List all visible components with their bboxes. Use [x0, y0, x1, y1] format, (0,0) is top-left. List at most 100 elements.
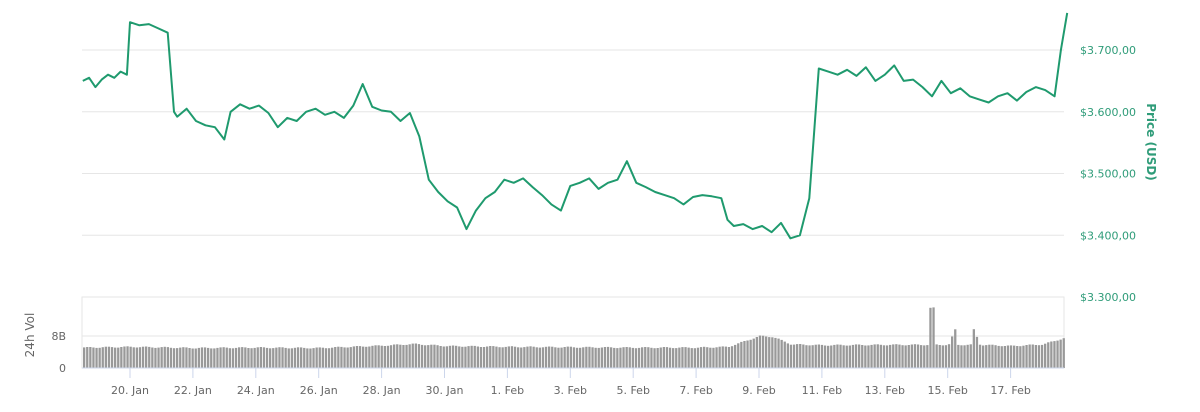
volume-bar: [467, 346, 470, 368]
volume-bar: [696, 347, 700, 368]
price-line[interactable]: [82, 12, 1069, 240]
volume-bar: [455, 345, 458, 368]
volume-bar: [535, 347, 538, 368]
x-tick-label: 30. Jan: [426, 384, 464, 397]
volume-bar: [250, 348, 253, 368]
price-tick-label: $3.400,00: [1080, 229, 1136, 242]
volume-bar: [383, 346, 386, 368]
volume-bar: [858, 344, 861, 368]
volume-bar: [169, 347, 173, 368]
volume-bar: [526, 346, 529, 368]
volume-bar: [377, 345, 380, 368]
volume-bars[interactable]: [83, 307, 1065, 368]
x-tick-label: 3. Feb: [554, 384, 587, 397]
volume-bar: [430, 344, 433, 368]
volume-bar: [265, 347, 269, 368]
volume-bar: [929, 307, 932, 368]
volume-bar: [1013, 345, 1016, 368]
volume-bar: [495, 346, 498, 368]
volume-bar: [352, 346, 355, 368]
volume-bar: [613, 347, 616, 368]
volume-bar: [628, 347, 631, 368]
volume-bar: [867, 345, 870, 368]
volume-bar: [913, 344, 917, 368]
volume-bar: [213, 348, 216, 368]
x-axis-labels: 20. Jan 22. Jan 24. Jan 26. Jan 28. Jan 30. J…: [111, 368, 1031, 397]
volume-bar: [820, 344, 824, 368]
volume-bar: [746, 340, 749, 368]
volume-bar: [318, 347, 321, 368]
volume-bar: [641, 347, 644, 368]
volume-bar: [693, 348, 696, 368]
volume-bar: [386, 345, 390, 368]
volume-bar: [544, 346, 548, 368]
volume-bar: [517, 347, 520, 368]
volume-bar: [408, 344, 411, 368]
volume-bar: [507, 346, 510, 368]
volume-bar: [1044, 343, 1047, 368]
volume-bar: [588, 346, 591, 368]
volume-bar: [647, 347, 650, 368]
volume-bar: [836, 344, 839, 368]
volume-bar: [296, 347, 300, 368]
volume-bar: [653, 348, 656, 368]
volume-panel: 8B 0 24h Vol: [23, 296, 1065, 375]
volume-bar: [610, 347, 613, 368]
volume-bar: [789, 344, 793, 368]
volume-bar: [625, 347, 628, 368]
volume-bar: [988, 344, 991, 368]
volume-bar: [355, 346, 359, 368]
volume-bar: [752, 338, 755, 368]
volume-bar: [225, 347, 228, 368]
volume-bar: [138, 347, 142, 368]
volume-bar: [591, 347, 594, 368]
volume-bar: [603, 347, 607, 368]
volume-bar: [634, 348, 638, 368]
x-tick-label: 17. Feb: [990, 384, 1030, 397]
volume-bar: [765, 336, 768, 368]
volume-bar: [854, 344, 858, 368]
volume-bar: [324, 348, 328, 368]
volume-bar: [247, 348, 250, 368]
volume-bar: [293, 347, 297, 368]
volume-bar: [616, 348, 619, 368]
volume-bar: [172, 348, 176, 368]
volume-bar: [777, 338, 780, 368]
volume-bar: [238, 347, 241, 368]
volume-bar: [362, 346, 365, 368]
volume-bar: [799, 344, 802, 368]
volume-bar: [95, 347, 98, 368]
volume-bar: [259, 347, 262, 368]
price-gridlines: [82, 49, 1064, 298]
x-tick-label: 24. Jan: [237, 384, 275, 397]
volume-bar: [551, 346, 554, 368]
volume-bar: [331, 347, 334, 368]
volume-bar: [675, 348, 678, 368]
volume-bar: [768, 337, 771, 368]
volume-bar: [1040, 344, 1044, 368]
volume-bar: [83, 347, 86, 368]
volume-bar: [718, 346, 721, 368]
volume-bar: [579, 347, 582, 368]
volume-bar: [321, 347, 324, 368]
volume-bar: [870, 344, 873, 368]
volume-bar: [117, 347, 120, 368]
volume-bar: [954, 329, 957, 368]
volume-bar: [817, 344, 820, 368]
volume-bar: [582, 347, 585, 368]
volume-bar: [300, 347, 303, 368]
x-tick-label: 13. Feb: [865, 384, 905, 397]
volume-bar: [656, 348, 659, 368]
volume-bar: [1059, 339, 1062, 368]
volume-bar: [334, 347, 337, 368]
volume-bar: [148, 346, 151, 368]
volume-bar: [963, 345, 966, 368]
volume-bar: [978, 344, 982, 368]
volume-bar: [997, 345, 1000, 368]
volume-bar: [145, 346, 148, 368]
volume-bar: [920, 345, 923, 368]
volume-bar: [749, 339, 752, 368]
volume-bar: [210, 348, 213, 368]
volume-bar: [476, 346, 479, 368]
volume-bar: [1031, 344, 1034, 368]
